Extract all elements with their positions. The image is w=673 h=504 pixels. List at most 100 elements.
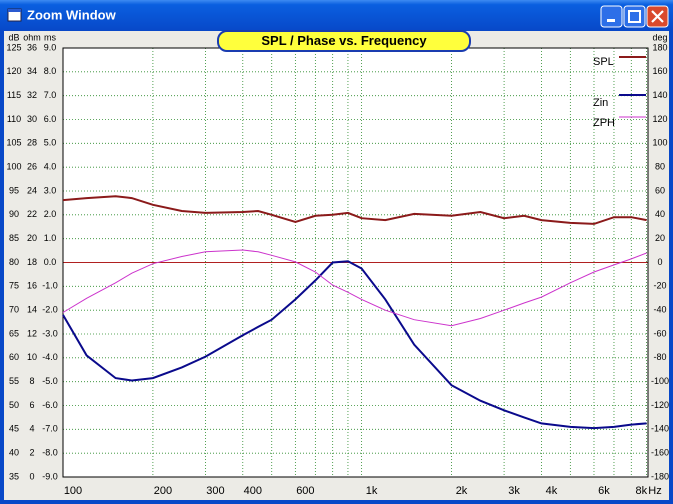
y2-tick-label: -40 [653, 305, 666, 315]
y-axis-header: ms [44, 32, 56, 42]
y-tick-label: 70 [9, 305, 19, 315]
y-tick-label: 35 [9, 471, 19, 481]
y-tick-label: 8 [29, 376, 34, 386]
x-tick-label: 2k [456, 485, 468, 497]
y-tick-label: -1.0 [42, 281, 58, 291]
series-line [62, 249, 647, 327]
y2-tick-label: -20 [653, 281, 666, 291]
minimize-glyph [607, 19, 615, 22]
legend-label: ZPH [593, 117, 615, 129]
chart-title: SPL / Phase vs. Frequency [261, 33, 427, 48]
y-tick-label: 12 [27, 328, 37, 338]
y-tick-label: 8.0 [44, 66, 57, 76]
y2-tick-label: -60 [653, 328, 666, 338]
y-tick-label: 65 [9, 328, 19, 338]
y2-tick-label: -160 [651, 448, 669, 458]
x-tick-label: 6k [598, 485, 610, 497]
y-tick-label: 115 [7, 90, 21, 100]
y2-tick-label: -120 [651, 400, 669, 410]
y-tick-label: 0.0 [44, 257, 57, 267]
y-tick-label: 2.0 [44, 209, 57, 219]
y-tick-label: 55 [9, 376, 19, 386]
y-tick-label: 120 [6, 66, 21, 76]
y2-tick-label: -80 [653, 352, 666, 362]
y-tick-label: 7.0 [44, 90, 57, 100]
y2-tick-label: -100 [651, 376, 669, 386]
window-icon-bar [8, 9, 21, 12]
y-tick-label: 45 [9, 424, 19, 434]
y-tick-label: 10 [27, 352, 37, 362]
y2-tick-label: 100 [652, 138, 667, 148]
y-tick-label: 16 [27, 281, 37, 291]
x-tick-label: 300 [206, 485, 224, 497]
y-tick-label: 6.0 [44, 114, 57, 124]
y-tick-label: 95 [9, 185, 19, 195]
x-tick-label: 100 [64, 485, 82, 497]
legend-label: SPL [593, 56, 614, 68]
y-tick-label: 90 [9, 209, 19, 219]
x-tick-label: 400 [244, 485, 262, 497]
y-tick-label: -8.0 [42, 448, 58, 458]
y-tick-label: 26 [27, 162, 37, 172]
y2-tick-label: 40 [655, 209, 665, 219]
y-tick-label: 0 [29, 471, 34, 481]
y-tick-label: 105 [6, 138, 21, 148]
y-tick-label: -7.0 [42, 424, 58, 434]
y-tick-label: 36 [27, 42, 37, 52]
x-tick-label: 200 [154, 485, 172, 497]
y2-tick-label: 0 [657, 257, 662, 267]
y-tick-label: 85 [9, 233, 19, 243]
x-axis-label: Hz [648, 485, 661, 497]
maximize-glyph [628, 10, 641, 23]
y-tick-label: 75 [9, 281, 19, 291]
y-tick-label: 9.0 [44, 42, 57, 52]
x-tick-label: 1k [366, 485, 378, 497]
y2-tick-label: 60 [655, 185, 665, 195]
y-tick-label: -3.0 [42, 328, 58, 338]
y-tick-label: -6.0 [42, 400, 58, 410]
y-tick-label: 18 [27, 257, 37, 267]
y-tick-label: 20 [27, 233, 37, 243]
y-tick-label: 4 [29, 424, 34, 434]
title-bar [0, 0, 673, 31]
y-tick-label: 28 [27, 138, 37, 148]
y-tick-label: 14 [27, 305, 37, 315]
y-tick-label: 40 [9, 448, 19, 458]
y2-tick-label: 140 [652, 90, 667, 100]
y2-tick-label: -180 [651, 471, 669, 481]
series-line [62, 260, 647, 430]
y-tick-label: 2 [29, 448, 34, 458]
y-tick-label: 100 [6, 162, 21, 172]
y-axis-header: dB [8, 32, 19, 42]
y-tick-label: 6 [29, 400, 34, 410]
y2-tick-label: 160 [652, 66, 667, 76]
y-tick-label: 24 [27, 185, 37, 195]
legend-label: Zin [593, 97, 608, 109]
title-banner [217, 30, 471, 52]
x-tick-label: 4k [546, 485, 558, 497]
y-tick-label: 125 [6, 42, 21, 52]
y-tick-label: -5.0 [42, 376, 58, 386]
y-tick-label: -9.0 [42, 471, 58, 481]
y2-tick-label: 80 [655, 162, 665, 172]
y-tick-label: -2.0 [42, 305, 58, 315]
y2-tick-label: -140 [651, 424, 669, 434]
window-title: Zoom Window [27, 7, 117, 22]
y-tick-label: 34 [27, 66, 37, 76]
y-tick-label: 5.0 [44, 138, 57, 148]
y2-axis-header: deg [652, 32, 667, 42]
y-tick-label: 22 [27, 209, 37, 219]
y-tick-label: 32 [27, 90, 37, 100]
y-tick-label: 4.0 [44, 162, 57, 172]
minimize-button[interactable] [600, 5, 623, 28]
y-tick-label: 30 [27, 114, 37, 124]
y-tick-label: -4.0 [42, 352, 58, 362]
y2-tick-label: 180 [652, 42, 667, 52]
x-tick-label: 8k [635, 485, 647, 497]
x-tick-label: 600 [296, 485, 314, 497]
y-tick-label: 3.0 [44, 185, 57, 195]
series-line [62, 195, 647, 225]
maximize-button[interactable] [623, 5, 646, 28]
y-axis-header: ohm [23, 32, 41, 42]
